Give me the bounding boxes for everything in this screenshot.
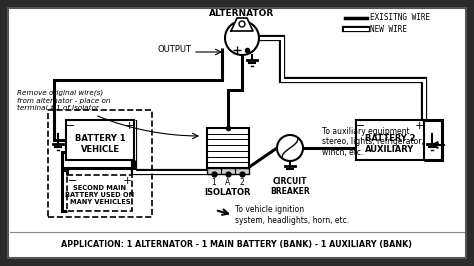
Polygon shape bbox=[231, 18, 253, 31]
Text: −: − bbox=[356, 121, 365, 131]
Text: APPLICATION: 1 ALTERNATOR - 1 MAIN BATTERY (BANK) - 1 AUXILIARY (BANK): APPLICATION: 1 ALTERNATOR - 1 MAIN BATTE… bbox=[62, 240, 412, 250]
Text: BATTERY 1
VEHICLE: BATTERY 1 VEHICLE bbox=[75, 134, 125, 154]
Text: Remove original wire(s)
from alternator - place on
terminal #1 of isolator: Remove original wire(s) from alternator … bbox=[17, 90, 110, 111]
Text: BATTERY 2
AUXILIARY: BATTERY 2 AUXILIARY bbox=[365, 134, 415, 154]
Text: EXISITNG WIRE: EXISITNG WIRE bbox=[370, 14, 430, 23]
Text: A: A bbox=[225, 178, 231, 187]
Bar bbox=[356, 120, 424, 160]
Text: −: − bbox=[68, 176, 77, 186]
Text: ALTERNATOR: ALTERNATOR bbox=[210, 10, 274, 19]
Text: To vehicle ignition
system, headlights, horn, etc.: To vehicle ignition system, headlights, … bbox=[235, 205, 349, 225]
Bar bbox=[66, 120, 134, 160]
Text: +: + bbox=[123, 176, 132, 186]
Text: To auxiliary equipment
stereo, lights, refrigerator,
winch, etc.: To auxiliary equipment stereo, lights, r… bbox=[322, 127, 424, 157]
Bar bbox=[207, 168, 249, 174]
Text: 2: 2 bbox=[240, 178, 245, 187]
Circle shape bbox=[277, 135, 303, 161]
Text: CIRCUIT
BREAKER: CIRCUIT BREAKER bbox=[270, 177, 310, 196]
Circle shape bbox=[239, 21, 245, 27]
Text: OUTPUT: OUTPUT bbox=[158, 45, 192, 55]
Text: +: + bbox=[414, 121, 424, 131]
Text: ISOLATOR: ISOLATOR bbox=[205, 188, 251, 197]
Bar bbox=[48, 110, 152, 217]
Text: −: − bbox=[66, 121, 76, 131]
Text: SECOND MAIN
BATTERY USED ON
MANY VEHICLES: SECOND MAIN BATTERY USED ON MANY VEHICLE… bbox=[65, 185, 135, 205]
Bar bbox=[67, 175, 133, 211]
Text: 1: 1 bbox=[211, 178, 216, 187]
Bar bbox=[207, 128, 249, 168]
Text: +: + bbox=[124, 121, 134, 131]
Circle shape bbox=[225, 21, 259, 55]
Text: NEW WIRE: NEW WIRE bbox=[370, 24, 407, 34]
